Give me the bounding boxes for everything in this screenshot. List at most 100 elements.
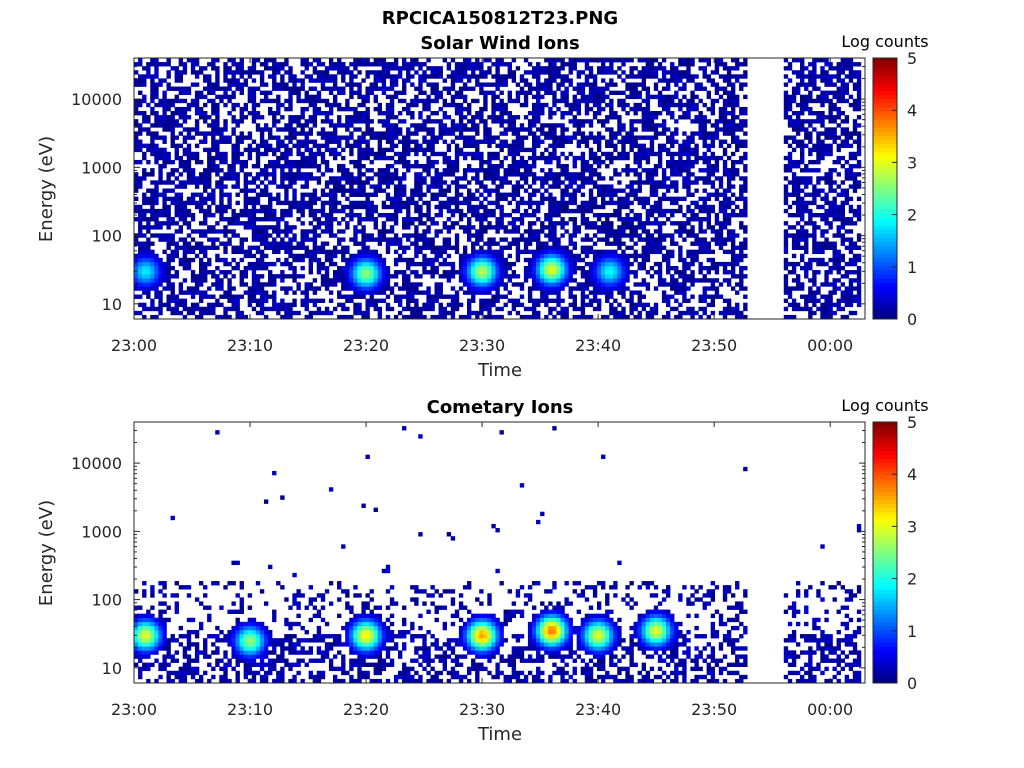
- heatmap-cell: [572, 257, 577, 263]
- heatmap-cell: [641, 257, 646, 263]
- heatmap-cell: [548, 86, 553, 91]
- heatmap-cell: [625, 168, 630, 173]
- heatmap-cell: [580, 151, 586, 157]
- heatmap-cell: [361, 245, 366, 250]
- heatmap-cell: [601, 119, 606, 124]
- heatmap-cell: [552, 221, 557, 226]
- heatmap-cell: [150, 302, 155, 308]
- heatmap-cell: [324, 253, 330, 259]
- heatmap-cell: [527, 192, 533, 197]
- heatmap-cell: [572, 200, 577, 206]
- heatmap-cell: [251, 62, 257, 67]
- heatmap-cell: [316, 221, 322, 226]
- heatmap-cell: [629, 86, 634, 91]
- heatmap-cell: [580, 204, 586, 210]
- heatmap-cell: [641, 196, 646, 202]
- heatmap-cell: [162, 127, 167, 132]
- heatmap-cell: [471, 257, 476, 263]
- heatmap-cell: [239, 310, 244, 316]
- heatmap-cell: [203, 131, 208, 136]
- heatmap-cell: [207, 155, 212, 161]
- heatmap-cell: [316, 265, 322, 271]
- heatmap-cell: [596, 106, 602, 112]
- heatmap-cell: [454, 164, 460, 169]
- heatmap-cell: [584, 249, 590, 255]
- heatmap-cell: [467, 221, 472, 226]
- heatmap-cell: [312, 310, 318, 316]
- heatmap-cell: [536, 204, 541, 210]
- heatmap-cell: [531, 282, 537, 287]
- heatmap-cell: [276, 274, 281, 279]
- heatmap-cell: [227, 94, 232, 100]
- heatmap-cell: [438, 172, 443, 177]
- heatmap-cell: [483, 261, 488, 267]
- heatmap-cell: [426, 168, 431, 173]
- heatmap-cell: [584, 78, 590, 83]
- heatmap-cell: [373, 155, 378, 161]
- heatmap-cell: [219, 278, 224, 283]
- heatmap-cell: [134, 131, 139, 136]
- heatmap-cell: [369, 200, 374, 206]
- heatmap-cell: [613, 249, 618, 255]
- heatmap-cell: [332, 62, 338, 67]
- heatmap-cell: [166, 86, 171, 91]
- heatmap-cell: [572, 86, 577, 91]
- heatmap-cell: [422, 135, 427, 140]
- heatmap-cell: [450, 74, 456, 79]
- heatmap-cell: [292, 290, 297, 295]
- heatmap-cell: [527, 290, 533, 295]
- heatmap-cell: [552, 78, 557, 83]
- heatmap-cell: [349, 176, 354, 181]
- heatmap-cell: [186, 127, 192, 132]
- heatmap-cell: [434, 172, 439, 177]
- heatmap-cell: [300, 196, 305, 202]
- heatmap-cell: [548, 172, 553, 177]
- heatmap-cell: [182, 237, 188, 242]
- heatmap-cell: [552, 208, 557, 214]
- heatmap-cell: [592, 249, 598, 255]
- heatmap-cell: [146, 131, 151, 136]
- heatmap-cell: [385, 155, 391, 161]
- heatmap-cell: [296, 147, 301, 153]
- heatmap-cell: [158, 306, 163, 312]
- heatmap-cell: [418, 66, 423, 71]
- heatmap-cell: [540, 282, 545, 287]
- heatmap-cell: [531, 147, 537, 153]
- heatmap-cell: [211, 164, 216, 169]
- heatmap-cell: [288, 78, 293, 83]
- heatmap-cell: [564, 265, 569, 271]
- heatmap-cell: [560, 245, 565, 250]
- heatmap-cell: [629, 270, 634, 275]
- heatmap-cell: [507, 143, 512, 149]
- heatmap-cell: [369, 192, 374, 197]
- heatmap-cell: [527, 274, 533, 279]
- heatmap-cell: [280, 62, 285, 67]
- heatmap-cell: [580, 286, 586, 291]
- heatmap-cell: [414, 62, 419, 67]
- heatmap-cell: [198, 208, 204, 214]
- heatmap-cell: [487, 225, 492, 230]
- heatmap-cell: [462, 98, 468, 104]
- heatmap-cell: [531, 159, 537, 165]
- heatmap-cell: [605, 115, 610, 120]
- heatmap-cell: [182, 257, 188, 263]
- heatmap-cell: [162, 278, 167, 283]
- heatmap-cell: [304, 62, 309, 67]
- heatmap-cell: [438, 188, 443, 193]
- heatmap-cell: [182, 139, 188, 144]
- heatmap-cell: [552, 123, 557, 128]
- heatmap-cell: [300, 106, 305, 112]
- heatmap-cell: [332, 204, 338, 210]
- heatmap-cell: [442, 200, 447, 206]
- heatmap-cell: [426, 302, 431, 308]
- heatmap-cell: [259, 62, 265, 67]
- heatmap-cell: [178, 184, 184, 189]
- heatmap-cell: [467, 143, 472, 149]
- heatmap-cell: [515, 139, 521, 144]
- heatmap-cell: [341, 282, 346, 287]
- heatmap-cell: [207, 168, 212, 173]
- heatmap-cell: [454, 298, 460, 303]
- heatmap-cell: [251, 86, 257, 91]
- heatmap-cell: [381, 70, 387, 75]
- heatmap-cell: [357, 58, 362, 63]
